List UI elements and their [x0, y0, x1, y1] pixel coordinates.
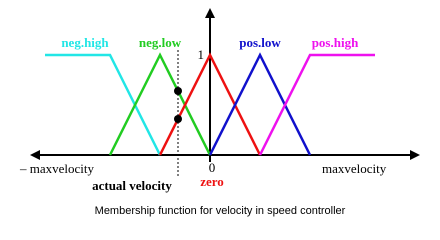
neg-low-label: neg.low — [139, 35, 182, 50]
diagram: neg.high neg.low pos.low pos.high 1 – ma… — [19, 8, 420, 217]
page: neg.high neg.low pos.low pos.high 1 – ma… — [19, 8, 420, 217]
pos-high-curve — [258, 53, 375, 156]
intersection-dot — [174, 87, 182, 95]
neg-high-label: neg.high — [61, 35, 109, 50]
origin-label: 0 — [209, 160, 216, 175]
pos-high-label: pos.high — [312, 35, 359, 50]
neg-high-curve — [45, 53, 162, 156]
arrow-up — [205, 8, 215, 18]
actual-velocity-label: actual velocity — [92, 178, 172, 193]
zero-label: zero — [200, 174, 224, 189]
intersection-dot — [174, 115, 182, 123]
pos-low-label: pos.low — [239, 35, 281, 50]
arrow-right — [410, 150, 420, 160]
peak-label: 1 — [198, 47, 205, 62]
max-label: maxvelocity — [322, 161, 387, 176]
min-label: – maxvelocity — [19, 161, 95, 176]
arrow-left — [30, 150, 40, 160]
pos-low-curve — [208, 52, 312, 156]
neg-low-curve — [108, 52, 212, 156]
caption: Membership function for velocity in spee… — [95, 205, 346, 217]
